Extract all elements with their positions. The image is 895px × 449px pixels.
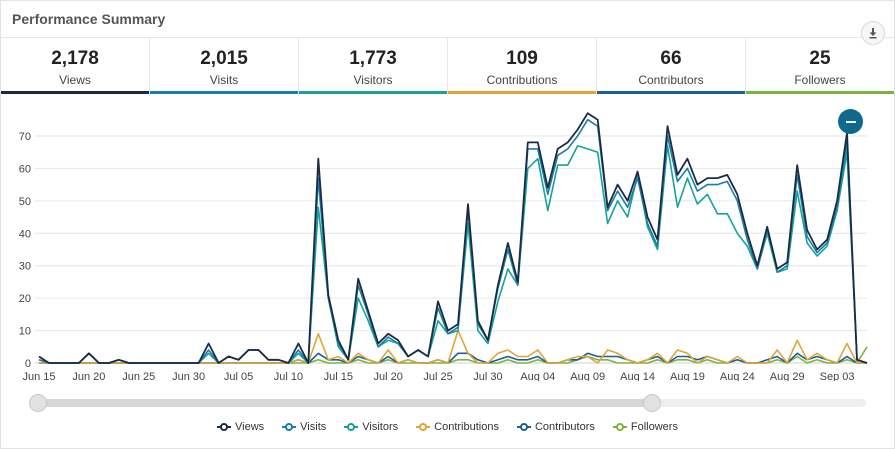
y-tick-label: 0 — [25, 358, 31, 370]
legend-label: Followers — [630, 421, 678, 433]
stat-value: 66 — [660, 48, 682, 69]
x-tick-label: Jul 15 — [324, 371, 353, 381]
x-tick-label: Jul 25 — [423, 371, 452, 381]
legend-item-views[interactable]: Views — [217, 421, 264, 433]
x-tick-label: Aug 24 — [720, 371, 755, 381]
stat-followers[interactable]: 25 Followers — [746, 38, 894, 94]
y-tick-label: 30 — [19, 261, 31, 273]
range-slider-start-handle[interactable] — [29, 394, 47, 412]
legend-item-followers[interactable]: Followers — [612, 421, 678, 433]
x-tick-label: Jul 20 — [373, 371, 402, 381]
chart-legend: Views Visits Visitors Contributions Contribu… — [1, 421, 894, 433]
x-tick-label: Jun 20 — [72, 371, 105, 381]
legend-item-visitors[interactable]: Visitors — [344, 421, 398, 433]
legend-label: Contributions — [434, 421, 499, 433]
x-tick-label: Jun 25 — [122, 371, 155, 381]
legend-item-visits[interactable]: Visits — [282, 421, 326, 433]
legend-label: Views — [235, 421, 265, 433]
legend-marker — [282, 422, 297, 432]
x-tick-label: Jun 30 — [172, 371, 205, 381]
x-tick-label: Sep 03 — [820, 371, 855, 381]
y-tick-label: 40 — [19, 228, 31, 240]
legend-marker — [612, 422, 627, 432]
stat-accent-bar — [150, 91, 298, 94]
y-tick-label: 60 — [19, 163, 31, 175]
legend-label: Contributors — [534, 421, 595, 433]
x-tick-label: Jul 10 — [274, 371, 303, 381]
stat-value: 109 — [506, 48, 538, 69]
x-tick-label: Aug 09 — [570, 371, 605, 381]
stat-accent-bar — [1, 91, 149, 94]
legend-marker — [344, 422, 359, 432]
y-tick-label: 20 — [19, 293, 31, 305]
download-button[interactable] — [861, 21, 885, 45]
legend-marker — [217, 422, 232, 432]
series-line-views — [38, 112, 868, 364]
stat-contributors[interactable]: 66 Contributors — [597, 38, 746, 94]
download-icon — [869, 28, 877, 39]
stat-accent-bar — [448, 91, 596, 94]
stats-row: 2,178 Views 2,015 Visits 1,773 Visitors … — [1, 38, 894, 94]
stat-label: Followers — [794, 73, 846, 87]
x-tick-label: Aug 14 — [620, 371, 655, 381]
y-tick-label: 70 — [19, 131, 31, 143]
stat-accent-bar — [746, 91, 894, 94]
legend-label: Visits — [300, 421, 327, 433]
stat-value: 2,178 — [51, 48, 99, 69]
x-tick-label: Aug 04 — [520, 371, 555, 381]
line-chart: 0 10 20 30 40 50 60 70 Jun 15 Jun 20 Jun 25 Jun 30 J… — [19, 112, 868, 381]
collapse-button[interactable] — [838, 109, 863, 134]
x-tick-label: Jul 05 — [224, 371, 253, 381]
x-tick-label: Aug 19 — [670, 371, 705, 381]
minus-icon — [845, 120, 856, 123]
stat-visits[interactable]: 2,015 Visits — [150, 38, 299, 94]
legend-item-contributors[interactable]: Contributors — [516, 421, 595, 433]
stat-label: Contributors — [638, 73, 704, 87]
panel-header: Performance Summary — [1, 1, 894, 45]
stat-accent-bar — [299, 91, 447, 94]
legend-marker — [416, 422, 431, 432]
y-tick-label: 50 — [19, 196, 31, 208]
stat-accent-bar — [597, 91, 745, 94]
range-slider-selection[interactable] — [38, 399, 652, 407]
legend-label: Visitors — [362, 421, 399, 433]
stat-contributions[interactable]: 109 Contributions — [448, 38, 597, 94]
legend-marker — [516, 422, 531, 432]
stat-label: Visits — [209, 73, 239, 87]
legend-item-contributions[interactable]: Contributions — [416, 421, 499, 433]
y-tick-label: 10 — [19, 326, 31, 338]
x-tick-label: Jun 15 — [22, 371, 55, 381]
stat-label: Visitors — [353, 73, 393, 87]
stat-views[interactable]: 2,178 Views — [1, 38, 150, 94]
x-tick-label: Aug 29 — [770, 371, 805, 381]
stat-value: 1,773 — [349, 48, 397, 69]
stat-visitors[interactable]: 1,773 Visitors — [299, 38, 448, 94]
stat-label: Views — [59, 73, 91, 87]
panel-title: Performance Summary — [12, 11, 166, 27]
stat-value: 2,015 — [200, 48, 248, 69]
x-tick-label: Jul 30 — [473, 371, 502, 381]
stat-value: 25 — [809, 48, 831, 69]
range-slider-end-handle[interactable] — [643, 394, 661, 412]
stat-label: Contributions — [486, 73, 558, 87]
